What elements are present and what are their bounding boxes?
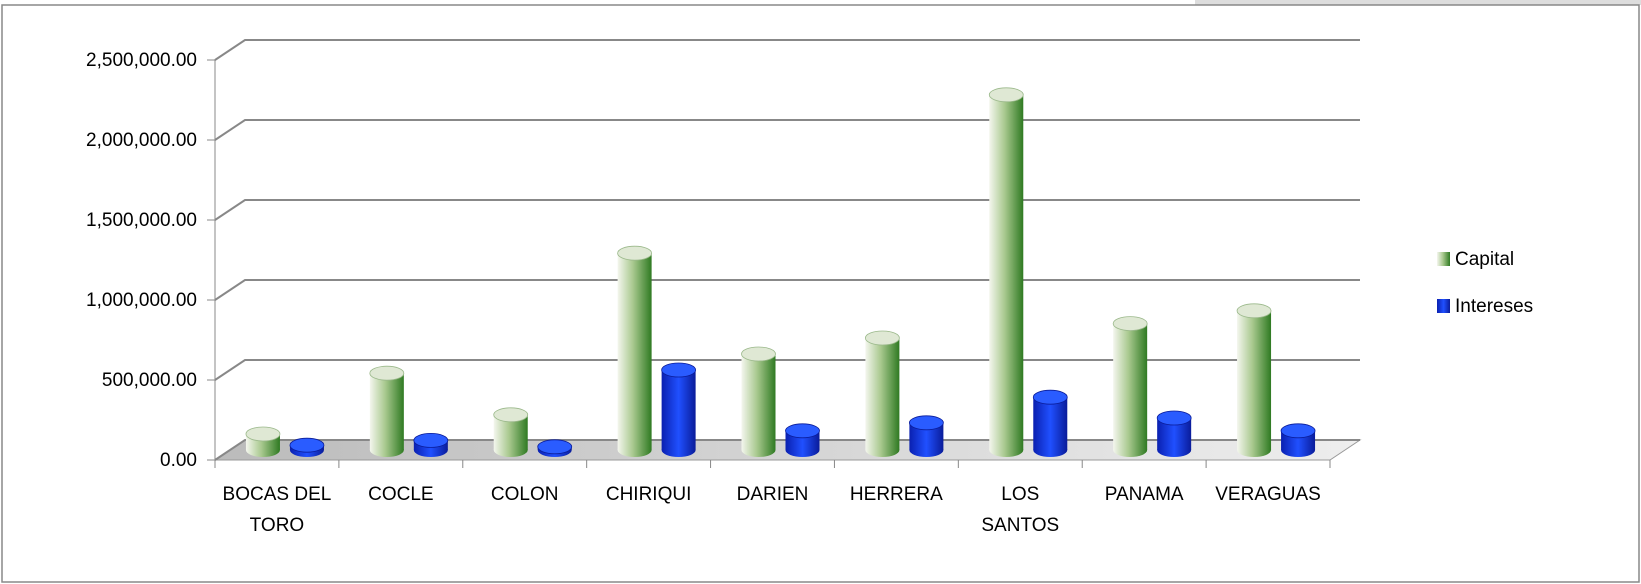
bar-top <box>1280 423 1316 439</box>
bar-body <box>617 253 652 450</box>
label-line: CHIRIQUI <box>606 484 692 505</box>
grid-line <box>214 279 1360 301</box>
bar-top <box>988 87 1024 103</box>
bar-top <box>413 432 449 448</box>
y-tick-label: 1,500,000.00 <box>86 210 197 231</box>
bar-body <box>1237 310 1272 450</box>
y-tick-label: 0.00 <box>160 450 197 471</box>
label-line: COLON <box>491 484 559 505</box>
label-line: VERAGUAS <box>1215 484 1321 505</box>
legend-swatch <box>1437 299 1450 313</box>
bar <box>864 330 900 457</box>
bar-top <box>617 245 653 261</box>
bar-top <box>289 437 325 453</box>
bar-top <box>493 407 529 423</box>
bar-top <box>785 423 820 439</box>
bar <box>661 362 697 457</box>
grid-line <box>214 359 1360 381</box>
bar-body <box>661 370 696 450</box>
grid-line <box>214 199 1360 221</box>
bar-top <box>864 330 900 346</box>
bar-body <box>369 373 404 450</box>
bar <box>988 87 1024 457</box>
legend-label: Capital <box>1455 249 1514 270</box>
bar-top <box>741 346 776 362</box>
label-line: DARIEN <box>737 484 809 505</box>
x-tick-label: LOS SANTOS <box>981 484 1059 536</box>
bar-top <box>908 415 944 431</box>
x-tick-label: PANAMA <box>1105 484 1184 505</box>
x-tick-label: COCLE <box>368 484 433 505</box>
x-tick-label: CHIRIQUI <box>606 484 692 505</box>
bar <box>369 365 405 457</box>
bar-top <box>1156 410 1192 426</box>
bar-top <box>369 365 405 381</box>
bar <box>1112 316 1148 457</box>
grid-line <box>214 439 1360 461</box>
y-tick-label: 2,500,000.00 <box>86 50 197 71</box>
bar <box>1236 303 1272 457</box>
bar <box>537 439 573 457</box>
bar <box>617 245 653 457</box>
bar-body <box>741 354 776 450</box>
bar-body <box>1033 397 1068 450</box>
top-bar <box>1195 0 1641 5</box>
x-tick-label: COLON <box>491 484 559 505</box>
label-line: TORO <box>250 515 305 536</box>
legend-label: Intereses <box>1455 296 1533 317</box>
bar-body <box>989 94 1024 451</box>
bar <box>245 426 281 457</box>
bar <box>741 346 776 457</box>
bar <box>493 407 529 457</box>
y-tick-label: 2,000,000.00 <box>86 130 197 151</box>
label-line: COCLE <box>368 484 433 505</box>
bar-body <box>1113 323 1148 450</box>
bar-top <box>1112 316 1148 332</box>
bar <box>413 432 449 457</box>
bar <box>785 423 820 457</box>
grid-line <box>214 119 1360 141</box>
x-tick-label: VERAGUAS <box>1215 484 1321 505</box>
label-line: BOCAS DEL <box>223 484 332 505</box>
bar-top <box>245 426 281 442</box>
label-line: HERRERA <box>850 484 943 505</box>
bar-top <box>1236 303 1272 319</box>
chart-border <box>1 4 1640 583</box>
bar <box>1032 389 1068 457</box>
bar <box>1280 423 1316 457</box>
label-line: SANTOS <box>981 515 1059 536</box>
bar-top <box>661 362 697 378</box>
grid-line <box>214 39 1360 61</box>
label-line: LOS <box>1001 484 1039 505</box>
label-line: PANAMA <box>1105 484 1184 505</box>
bar-top <box>537 439 573 455</box>
bar <box>908 415 944 457</box>
x-tick-label: HERRERA <box>850 484 943 505</box>
x-tick-label: BOCAS DEL TORO <box>223 484 332 536</box>
y-tick-label: 500,000.00 <box>102 370 197 391</box>
legend-swatch <box>1437 252 1450 266</box>
bar <box>289 437 325 457</box>
bar-body <box>865 338 900 450</box>
y-tick-label: 1,000,000.00 <box>86 290 197 311</box>
bar-top <box>1032 389 1068 405</box>
x-tick-label: DARIEN <box>737 484 809 505</box>
bar <box>1156 410 1192 457</box>
